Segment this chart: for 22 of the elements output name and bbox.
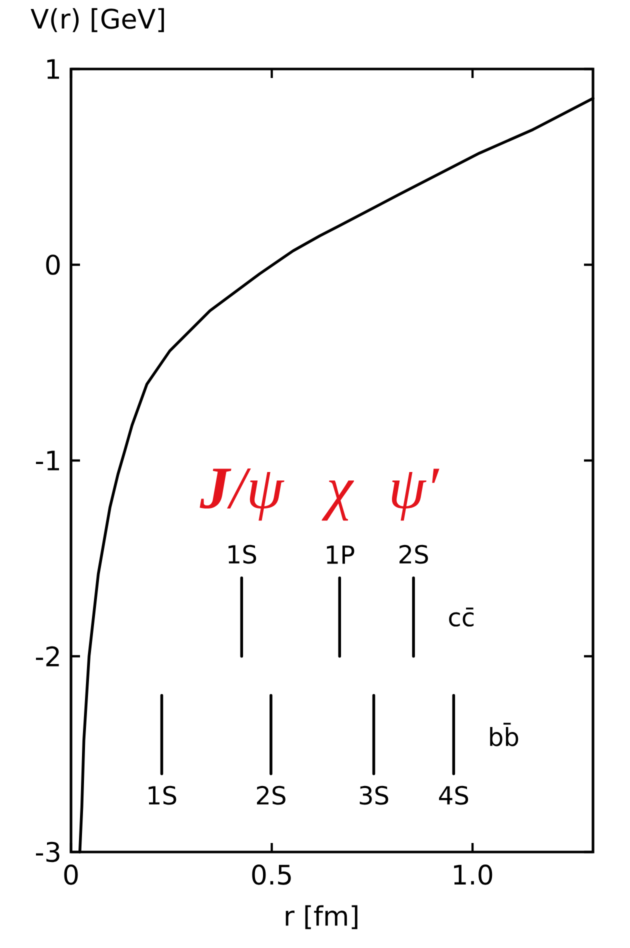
series-label: 2S [256, 786, 286, 805]
y-tick-label: -2 [36, 646, 59, 666]
annotation: ψ′ [392, 468, 440, 521]
series-label: 1S [228, 544, 256, 564]
annotation: bb̄ [490, 722, 518, 746]
y-tick-label: 0 [46, 254, 60, 275]
series-label: 1P [326, 546, 354, 564]
y-tick-label: -1 [36, 450, 60, 470]
x-tick-label: 0.5 [252, 864, 291, 885]
series-label: 4S [439, 786, 468, 805]
series-label: 3S [360, 786, 388, 805]
annotation: cc̄ [449, 608, 474, 627]
y-axis-title: V(r) [GeV] [30, 8, 164, 32]
series-label: 1S [148, 786, 176, 805]
series-label: 2S [400, 544, 428, 564]
y-tick-label: 1 [47, 59, 60, 79]
x-tick-label: 0 [64, 864, 78, 885]
x-axis-title: r [fm] [286, 905, 358, 930]
annotation: J/ψ [200, 468, 284, 521]
annotation: χ [322, 480, 354, 521]
y-tick-label: -3 [36, 842, 60, 862]
x-tick-label: 1.0 [454, 864, 492, 885]
